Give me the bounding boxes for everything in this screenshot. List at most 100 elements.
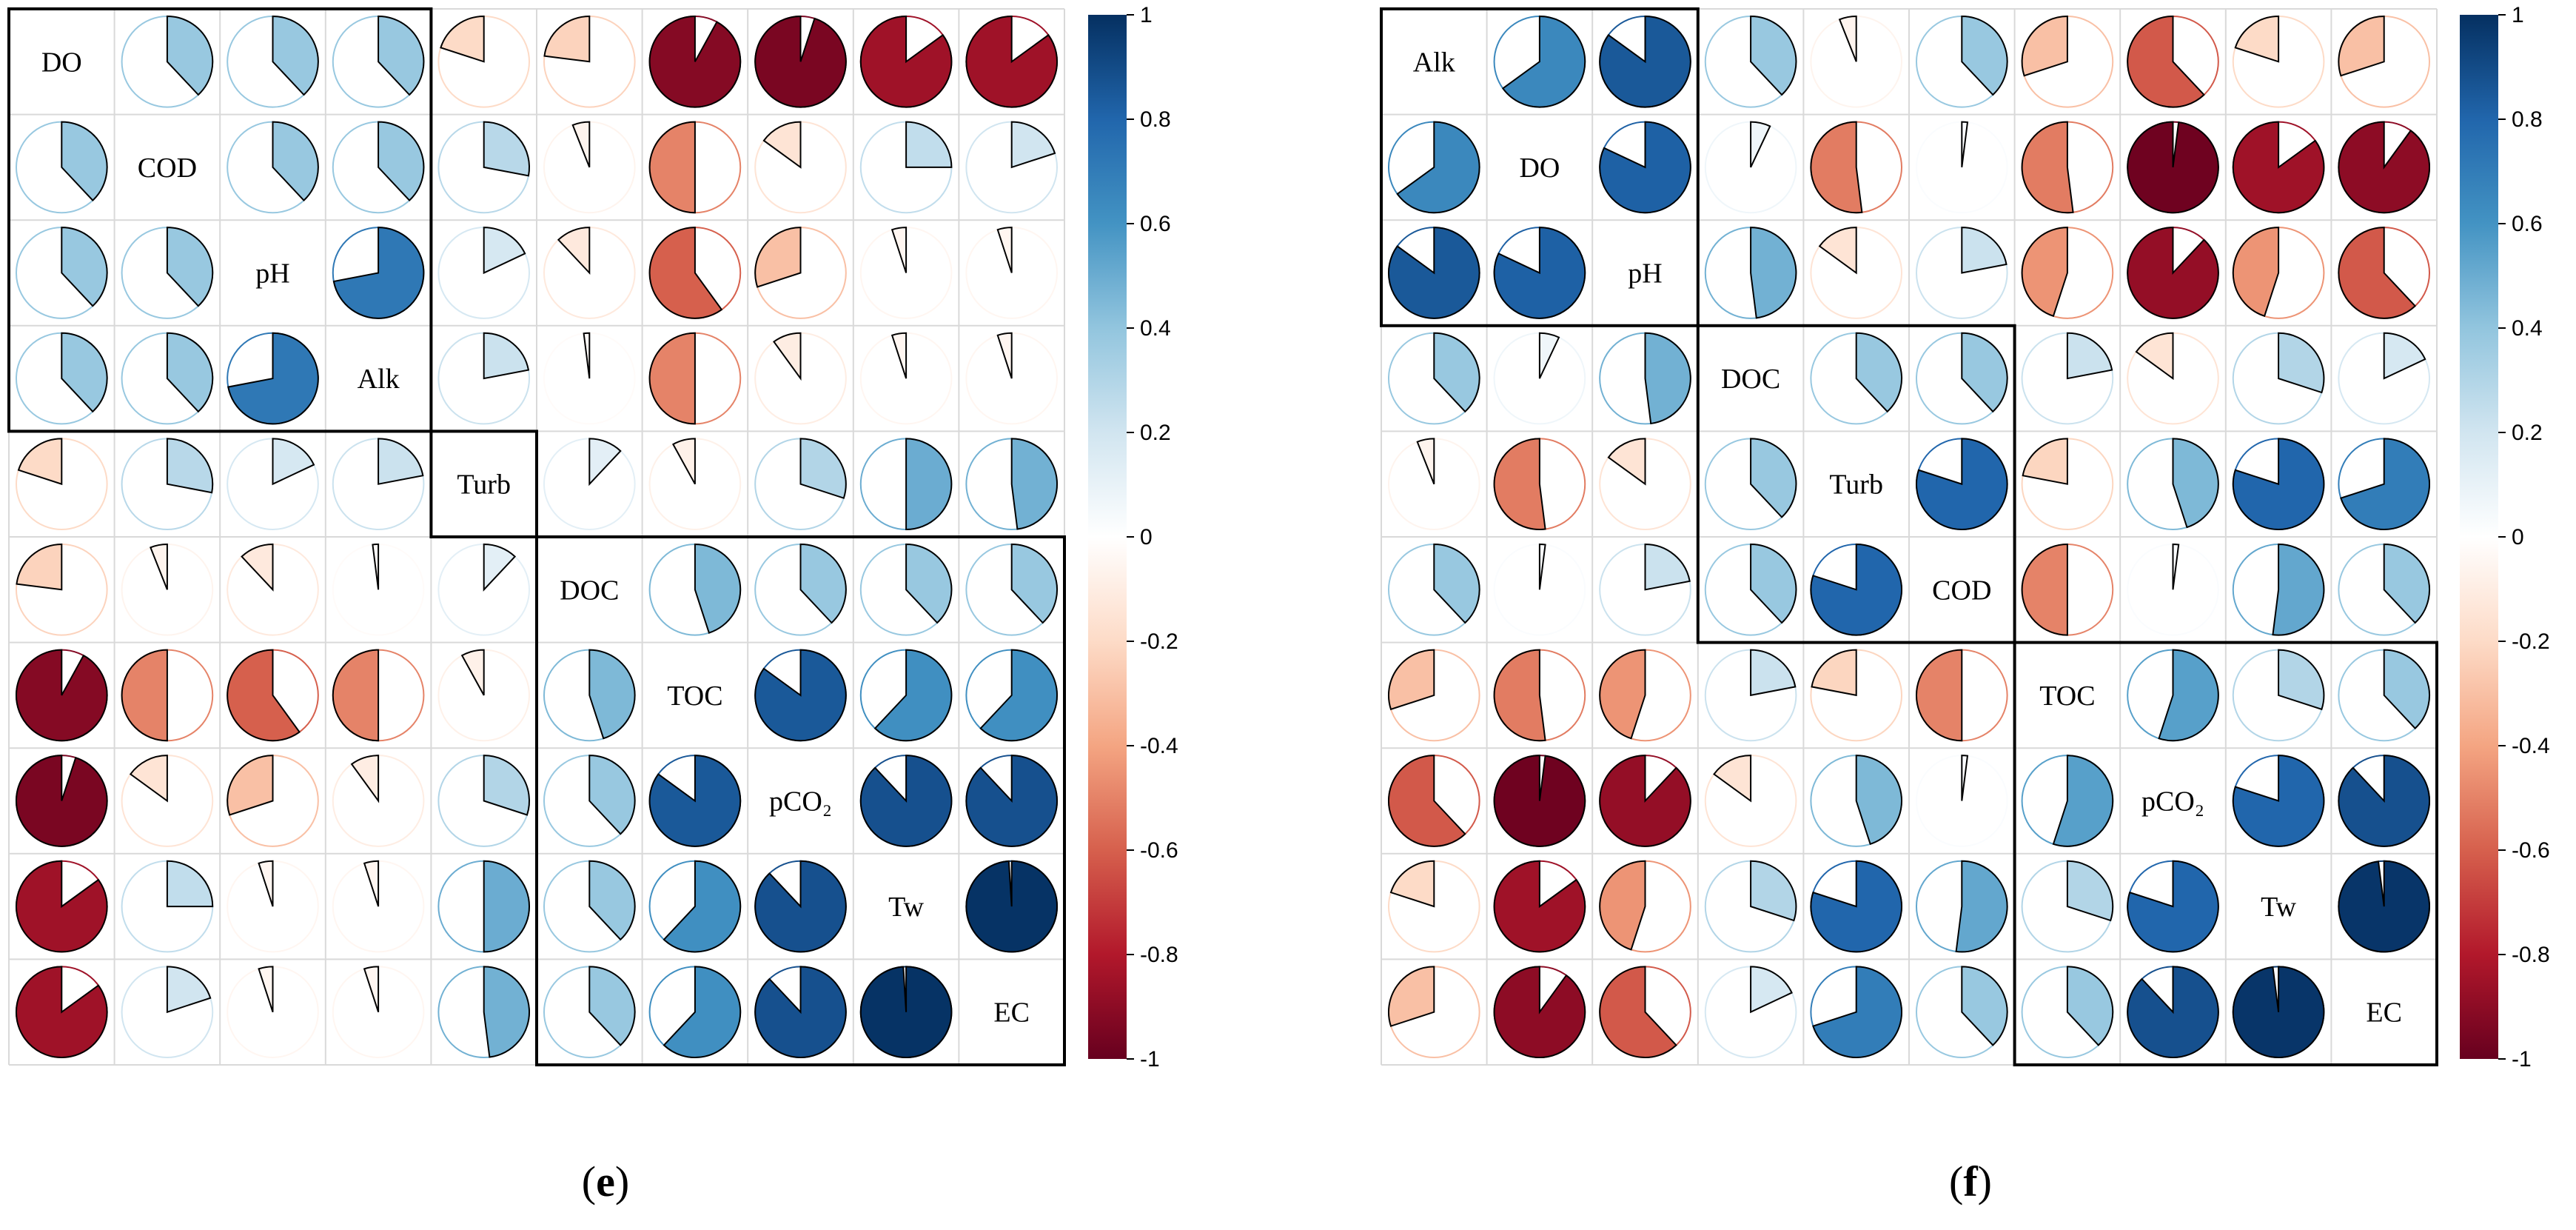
pie-cell <box>332 649 425 742</box>
pie-cell <box>1704 755 1797 847</box>
pie-slice <box>483 332 530 380</box>
pie-cell <box>1493 332 1586 425</box>
pie-slice <box>2127 966 2219 1058</box>
colorbar-tick-label: 0.6 <box>2512 212 2543 236</box>
pie-cell <box>332 966 425 1059</box>
pie-cell <box>2338 15 2431 108</box>
pie-slice <box>1599 649 1646 740</box>
pie-cell <box>859 543 953 636</box>
pie-cell <box>227 966 319 1059</box>
pie-cell <box>332 15 425 108</box>
pie-slice <box>672 438 696 485</box>
pie-cell <box>1493 755 1586 847</box>
pie-slice <box>2232 966 2325 1058</box>
pie-slice <box>1812 966 1903 1059</box>
pie-slice <box>1493 860 1586 953</box>
pie-slice <box>1010 438 1059 530</box>
pie-cell <box>121 755 214 847</box>
pie-slice <box>1644 543 1691 591</box>
pie-cell <box>1599 860 1691 953</box>
pie-cell <box>2127 332 2219 425</box>
pie-slice <box>2158 649 2219 742</box>
pie-slice <box>2127 15 2205 108</box>
pie-cell <box>1704 649 1797 742</box>
pie-cell <box>2338 860 2431 953</box>
pie-cell <box>543 438 636 531</box>
pie-cell <box>1915 966 2008 1059</box>
pie-cell <box>2232 438 2325 531</box>
pie-cell <box>1704 15 1797 108</box>
pie-cell <box>859 966 953 1059</box>
variable-label: EC <box>993 997 1030 1029</box>
pie-slice <box>2021 15 2068 77</box>
pie-cell <box>2127 966 2219 1059</box>
pie-slice <box>227 649 301 742</box>
pie-slice <box>1599 755 1691 847</box>
pie-cell <box>1915 860 2008 953</box>
pie-slice <box>166 966 212 1014</box>
pie-cell <box>2232 227 2325 319</box>
pie-slice <box>15 860 108 953</box>
pie-slice <box>1713 755 1752 803</box>
pie-cell <box>437 227 531 319</box>
pie-cell <box>543 966 636 1059</box>
pie-slice <box>2052 755 2114 847</box>
pie-slice <box>2383 649 2431 730</box>
colorbar-tick-label: 1 <box>1140 3 1153 27</box>
pie-cell <box>754 860 847 953</box>
pie-slice <box>1416 438 1435 485</box>
pie-cell <box>437 755 531 847</box>
pie-slice <box>460 649 485 696</box>
pie-cell <box>2338 649 2431 742</box>
pie-cell <box>543 755 636 847</box>
pie-slice <box>965 15 1059 108</box>
pie-cell <box>1387 543 1480 636</box>
pie-slice <box>1810 121 1863 214</box>
pie-slice <box>378 15 425 96</box>
pie-slice <box>483 121 531 177</box>
pie-slice <box>762 121 802 169</box>
pie-slice <box>1538 543 1546 590</box>
colorbar-tick-label: 0 <box>1140 525 1153 549</box>
pie-slice <box>648 227 723 319</box>
pie-cell <box>1387 755 1480 847</box>
pie-cell <box>648 438 742 531</box>
variable-label: Turb <box>1829 469 1883 501</box>
pie-slice <box>1644 332 1691 425</box>
pie-cell <box>2127 15 2219 108</box>
pie-slice <box>2338 860 2431 953</box>
pie-cell <box>15 227 108 319</box>
pie-slice <box>543 15 591 63</box>
colorbar-gradient <box>1088 15 1127 1059</box>
pie-cell <box>2021 966 2114 1059</box>
pie-cell <box>437 649 531 742</box>
pie-cell <box>1704 966 1797 1059</box>
pie-slice <box>648 332 696 425</box>
pie-slice <box>2172 543 2180 590</box>
variable-label: TOC <box>2039 681 2095 712</box>
colorbar-tick-label: 0.6 <box>1140 212 1171 236</box>
pie-cell <box>1493 227 1586 319</box>
pie-cell <box>965 649 1059 742</box>
pie-cell <box>2232 966 2325 1059</box>
pie-cell <box>859 649 953 742</box>
pie-slice <box>1389 860 1435 908</box>
pie-cell <box>1387 227 1480 319</box>
pie-cell <box>227 860 319 953</box>
pie-cell <box>543 860 636 953</box>
pie-cell <box>648 755 742 847</box>
pie-cell <box>1387 332 1480 425</box>
variable-label: pCO₂ <box>769 786 832 818</box>
pie-slice <box>1387 755 1466 847</box>
pie-slice <box>1599 860 1646 951</box>
pie-slice <box>1433 543 1480 624</box>
pie-cell <box>2338 543 2431 636</box>
pie-slice <box>483 860 531 953</box>
pie-cell <box>754 121 847 214</box>
pie-cell <box>1599 15 1691 108</box>
pie-cell <box>1915 121 2008 214</box>
pie-slice <box>332 227 425 319</box>
pie-cell <box>437 860 531 953</box>
pie-cell <box>1915 15 2008 108</box>
